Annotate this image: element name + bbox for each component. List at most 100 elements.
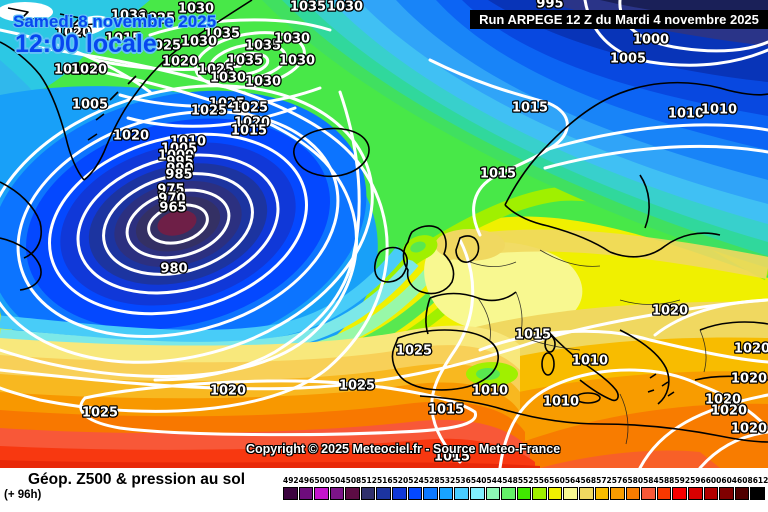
pressure-label: 1025 [191, 104, 227, 119]
pressure-label: 1030 [245, 75, 281, 90]
legend-swatch [516, 487, 532, 500]
pressure-label: 980 [160, 262, 187, 277]
pressure-label: 1030 [327, 0, 363, 15]
legend-value: 520 [392, 476, 409, 485]
legend-swatch [392, 487, 407, 500]
legend-swatch [641, 487, 656, 500]
legend-swatch [423, 487, 438, 500]
pressure-label: 1025 [139, 12, 175, 27]
pressure-label: 1025 [82, 406, 118, 421]
legend-value: 560 [549, 476, 565, 485]
forecast-date: Samedi 8 novembre 2025 [13, 12, 217, 31]
pressure-label: 1015 [515, 328, 551, 343]
legend-swatch [501, 487, 516, 500]
pressure-label: 990 [166, 162, 193, 177]
legend-swatch [298, 487, 314, 500]
legend-value: 532 [439, 476, 456, 485]
pressure-label: 1010 [472, 384, 508, 399]
pressure-label: 1035 [227, 54, 263, 69]
legend-value: 584 [643, 476, 659, 485]
pressure-label: 1010 [572, 354, 608, 369]
pressure-label: 1015 [105, 32, 141, 47]
legend-value: 528 [423, 476, 440, 485]
legend-value: 512 [361, 476, 377, 485]
legend-value: 564 [564, 476, 581, 485]
pressure-label: 1030 [181, 35, 217, 50]
pressure-label: 1015 [512, 101, 548, 116]
legend-swatch [610, 487, 625, 500]
legend-swatch [345, 487, 360, 500]
pressure-label: 1005 [72, 98, 108, 113]
pressure-label: 1010 [701, 103, 737, 118]
legend-swatch [578, 487, 594, 500]
legend-swatch [547, 487, 563, 500]
legend-value: 508 [345, 476, 362, 485]
pressure-label: 1020 [705, 393, 741, 408]
legend-swatch [407, 487, 423, 500]
pressure-label: 1035 [290, 0, 326, 15]
pressure-label: 1020 [711, 404, 747, 419]
legend-swatch [672, 487, 688, 500]
legend-scale: 492 496 500 504 508 512 516 520 524 528 532 536 540 5… [283, 476, 768, 500]
legend-value: 544 [486, 476, 503, 485]
model-run-info: Run ARPEGE 12 Z du Mardi 4 novembre 2025 [470, 10, 768, 29]
legend-swatch [688, 487, 703, 500]
legend-value: 548 [502, 476, 518, 485]
legend-value: 612 [752, 476, 768, 485]
pressure-label: 970 [158, 192, 185, 207]
pressure-label: 1025 [198, 63, 234, 78]
legend-value: 588 [658, 476, 675, 485]
pressure-label: 1020 [113, 129, 149, 144]
pressure-label: 1020 [734, 342, 768, 357]
legend-swatch [656, 487, 672, 500]
isobar-layer [0, 0, 768, 468]
footer-bar: Géop. Z500 & pression au sol (+ 96h) 492… [0, 468, 768, 512]
pressure-label: 995 [166, 155, 193, 170]
legend-swatch [469, 487, 485, 500]
pressure-label: 1015 [480, 167, 516, 182]
legend-swatch [625, 487, 641, 500]
legend-value: 596 [690, 476, 706, 485]
pressure-label: 1005 [161, 142, 197, 157]
map-title: Géop. Z500 & pression au sol [28, 471, 246, 488]
legend-swatch [329, 487, 345, 500]
legend-swatch [563, 487, 578, 500]
legend-value: 524 [408, 476, 424, 485]
legend-swatch [594, 487, 610, 500]
legend-value: 492 [283, 476, 299, 485]
pressure-label: 1025 [232, 101, 268, 116]
legend-swatch [532, 487, 547, 500]
pressure-label: 1020 [162, 55, 198, 70]
border-layer [469, 249, 707, 445]
pressure-label: 1020 [55, 26, 91, 41]
pressure-label: 1020 [652, 304, 688, 319]
legend-value: 568 [580, 476, 597, 485]
legend-value: 604 [721, 476, 738, 485]
forecast-hour: (+ 96h) [4, 489, 42, 501]
pressure-label: 1035 [204, 27, 240, 42]
copyright-text: Copyright © 2025 Meteociel.fr - Source M… [246, 442, 561, 456]
pressure-label: 1015 [428, 403, 464, 418]
legend-swatch [438, 487, 454, 500]
legend-value: 580 [627, 476, 644, 485]
legend-swatch [485, 487, 501, 500]
pressure-label: 1035 [245, 39, 281, 54]
pressure-label: 1020 [731, 372, 767, 387]
legend-swatch [314, 487, 329, 500]
pressure-label: 1015 [434, 450, 470, 465]
pressure-label: 1015 [231, 124, 267, 139]
pressure-label: 1030 [274, 32, 310, 47]
pressure-label: 975 [157, 183, 184, 198]
legend-swatch [454, 487, 469, 500]
legend-swatch [750, 487, 765, 500]
pressure-label: 985 [165, 168, 192, 183]
pressure-label: 1010 [54, 63, 90, 78]
map-area: 1030 1035 1030 1030 1025 1020 1015 1035 1030 1025… [0, 0, 768, 468]
legend-swatches [283, 487, 766, 500]
pressure-label: 1005 [610, 52, 646, 67]
legend-swatch [703, 487, 719, 500]
pressure-label: 1030 [111, 9, 147, 24]
legend-value: 516 [376, 476, 393, 485]
